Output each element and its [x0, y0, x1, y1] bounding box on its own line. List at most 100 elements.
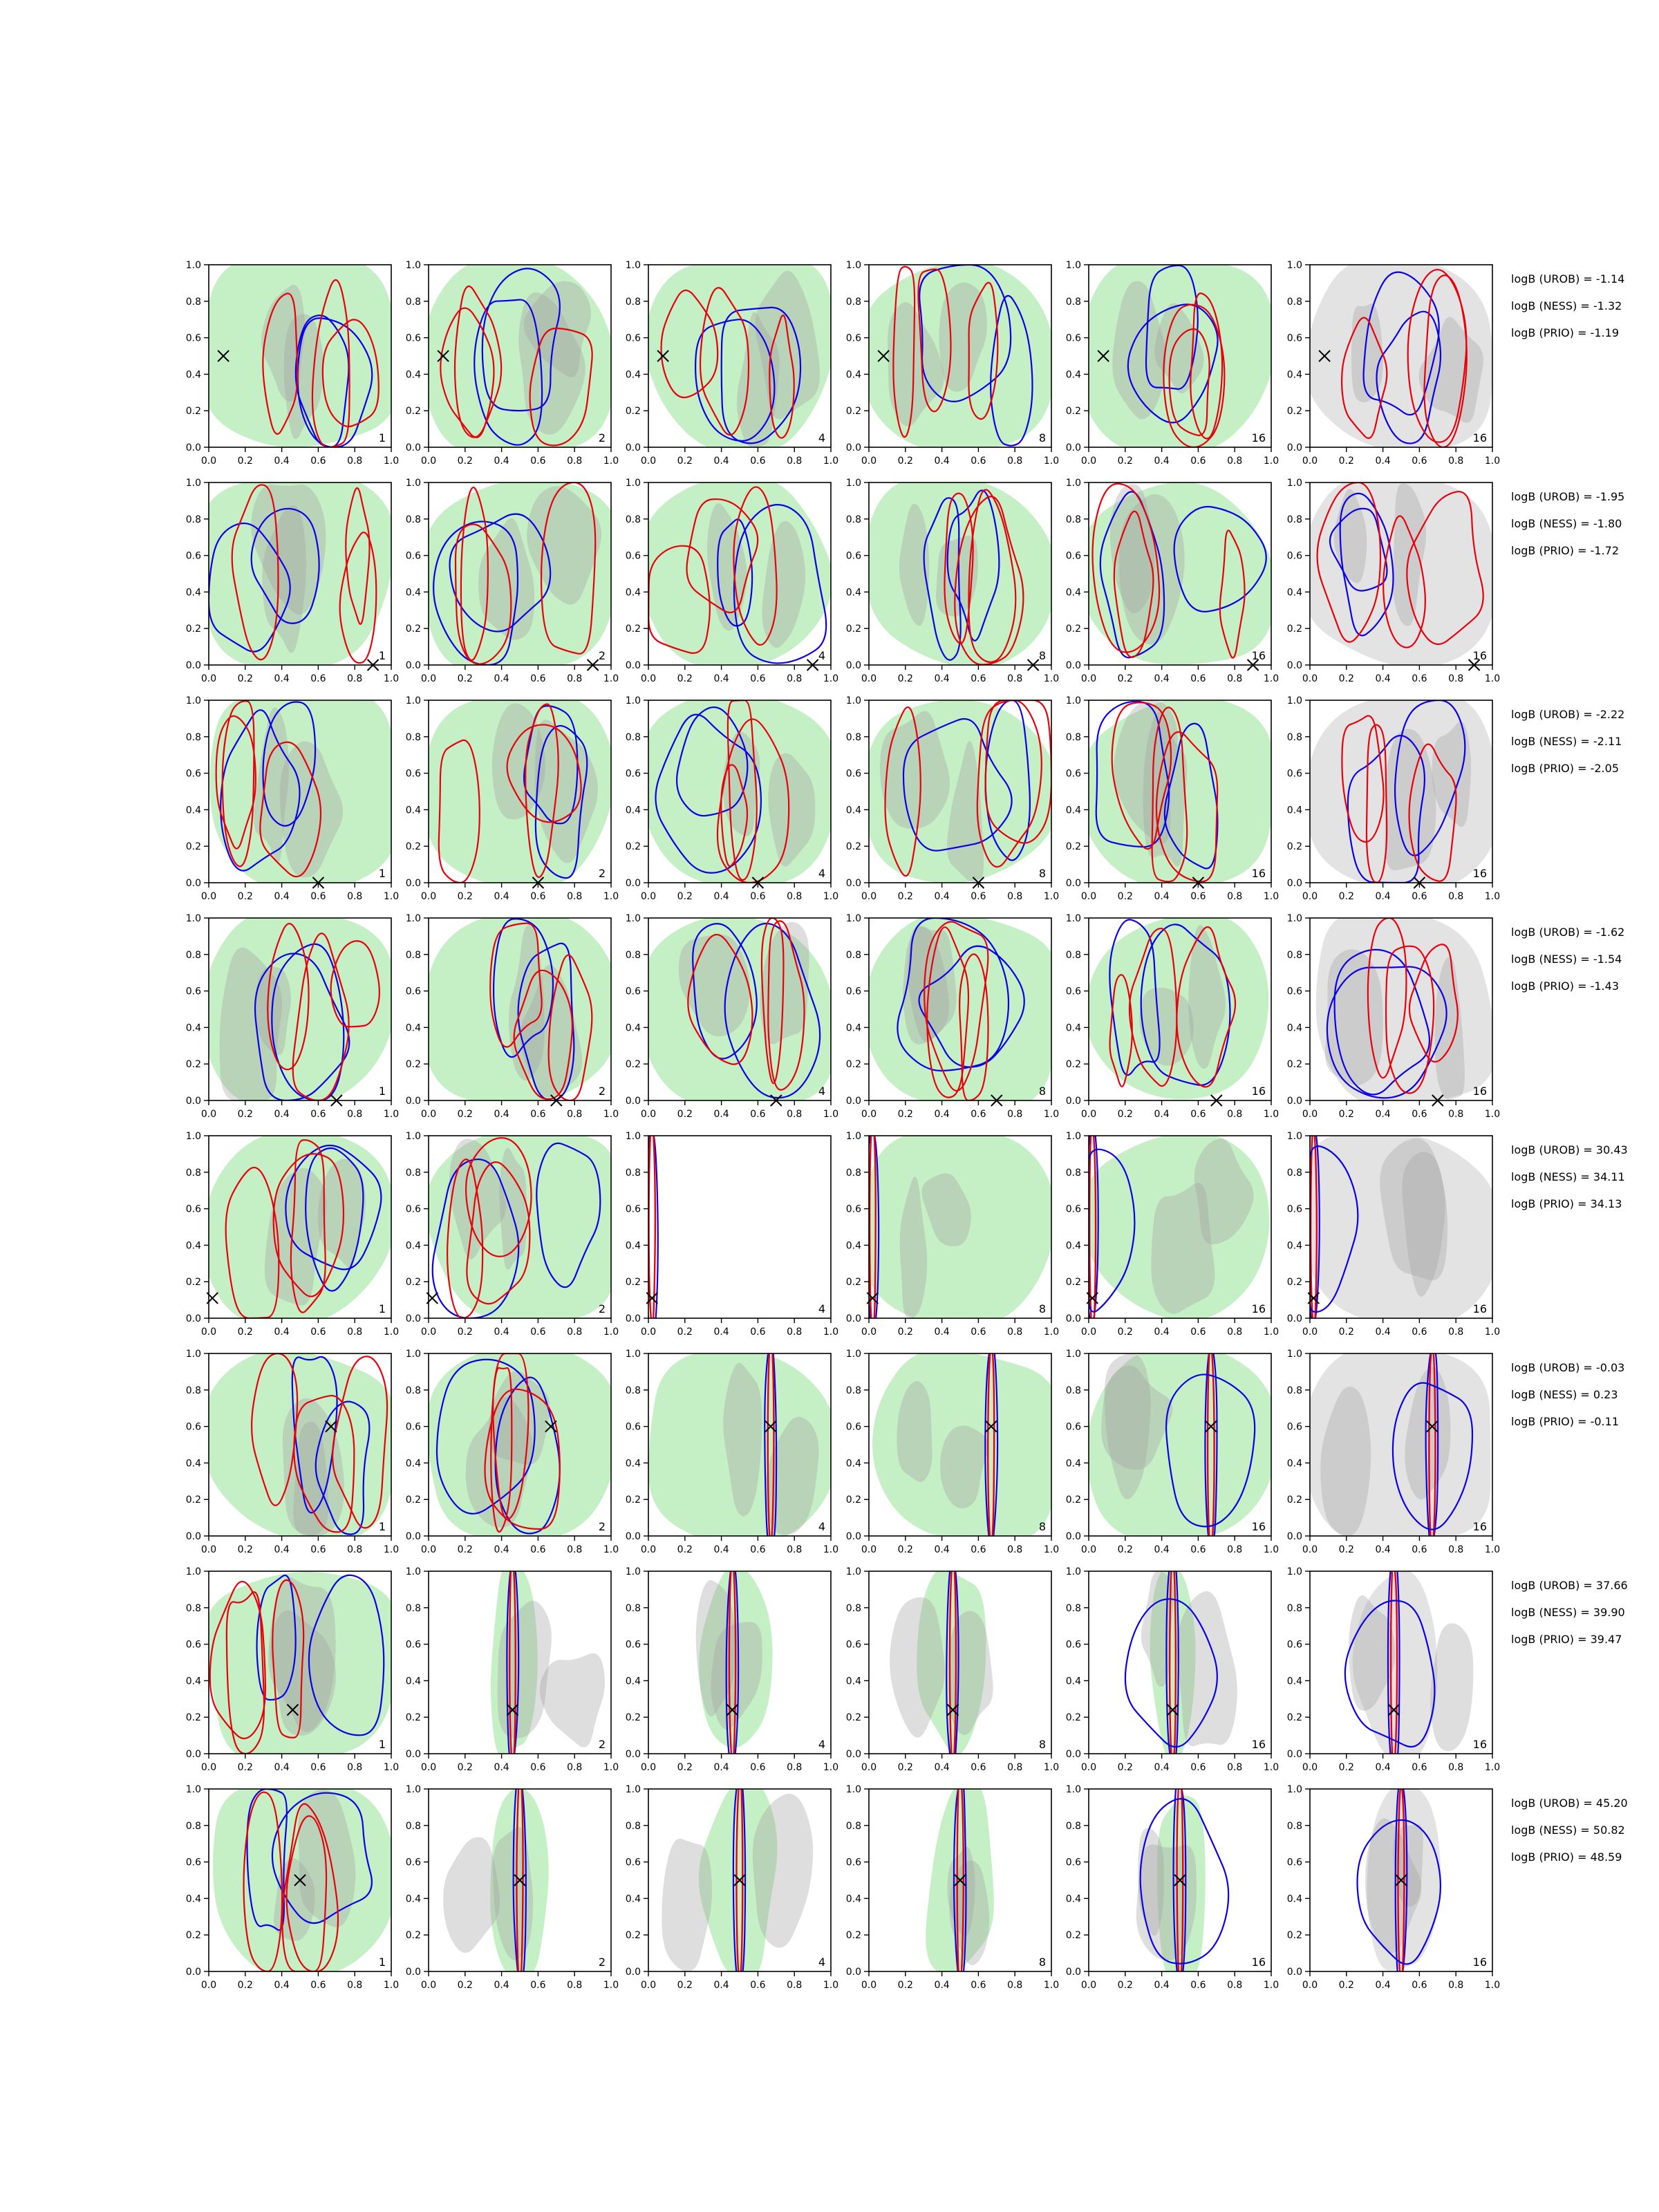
filled-region — [872, 1353, 1051, 1536]
panel-index-label: 16 — [1252, 649, 1266, 662]
plot-frame — [1088, 264, 1272, 448]
panel-r7-c3: 0.0 0.2 0.4 0.6 0.8 1.0 0.0 0.2 0.4 0.6 0.8 1.0 4 — [626, 1566, 838, 1773]
x-tick-label: 0.8 — [347, 1980, 362, 1991]
y-tick-label: 1.0 — [186, 1131, 201, 1142]
x-tick-label: 0.6 — [310, 1327, 326, 1338]
panel-r7-c6: 0.0 0.2 0.4 0.6 0.8 1.0 0.0 0.2 0.4 0.6 0.8 1.0 16 — [1287, 1566, 1500, 1773]
contour-line — [345, 487, 371, 625]
contour-line — [984, 700, 1031, 861]
x-tick-label: 0.8 — [347, 1762, 362, 1773]
x-tick-label: 0.6 — [1412, 1327, 1427, 1338]
y-tick-label: 0.6 — [626, 1640, 641, 1651]
y-tick-label: 1.0 — [186, 260, 201, 271]
y-tick-label: 0.6 — [406, 1422, 421, 1433]
y-tick-label: 0.6 — [1287, 551, 1302, 562]
x-tick-label: 0.6 — [971, 891, 986, 902]
x-tick-label: 0.6 — [1412, 673, 1427, 684]
panel-index-label: 16 — [1252, 1956, 1266, 1969]
y-tick-label: 0.4 — [406, 1458, 421, 1469]
contour-line — [465, 1137, 532, 1257]
contour-line — [1091, 482, 1161, 653]
logb-text: logB (UROB) = -1.14 — [1511, 272, 1624, 285]
contour-line — [946, 489, 1000, 641]
y-tick-label: 0.6 — [846, 1640, 861, 1651]
filled-region — [1089, 482, 1271, 665]
y-tick-label: 1.0 — [846, 478, 861, 489]
contour-line — [990, 294, 1033, 447]
filled-region — [429, 1136, 611, 1318]
x-tick-label: 0.0 — [861, 673, 877, 684]
y-tick-label: 0.8 — [1066, 297, 1081, 308]
y-tick-label: 0.8 — [1066, 1603, 1081, 1614]
filled-region — [443, 1837, 500, 1953]
contour-line — [1151, 706, 1188, 883]
filled-region — [1188, 925, 1226, 1069]
x-tick-label: 0.4 — [494, 1544, 509, 1555]
panel-r6-c5: 0.0 0.2 0.4 0.6 0.8 1.0 0.0 0.2 0.4 0.6 0.8 1.0 16 — [1066, 1349, 1279, 1555]
y-tick-label: 0.2 — [1287, 406, 1302, 417]
contour-line — [902, 718, 1013, 852]
y-tick-label: 1.0 — [186, 1784, 201, 1795]
x-tick-label: 1.0 — [823, 891, 838, 902]
y-tick-label: 0.6 — [1066, 333, 1081, 344]
y-tick-label: 0.6 — [1066, 769, 1081, 780]
x-tick-label: 0.6 — [530, 1109, 545, 1120]
marker-x — [514, 1874, 526, 1886]
y-tick-label: 0.6 — [626, 986, 641, 997]
x-tick-label: 1.0 — [603, 891, 619, 902]
marker-x — [1174, 1874, 1186, 1886]
y-tick-label: 0.0 — [186, 660, 201, 671]
y-tick-label: 0.6 — [846, 769, 861, 780]
logb-text: logB (UROB) = 30.43 — [1511, 1143, 1628, 1156]
y-tick-label: 0.0 — [186, 1967, 201, 1978]
y-tick-label: 0.8 — [626, 514, 641, 525]
x-tick-label: 1.0 — [1044, 673, 1059, 684]
y-tick-label: 0.8 — [186, 950, 201, 961]
y-tick-label: 0.6 — [1066, 1204, 1081, 1215]
y-tick-label: 1.0 — [626, 913, 641, 924]
panel-r2-c1: 0.0 0.2 0.4 0.6 0.8 1.0 0.0 0.2 0.4 0.6 0.8 1.0 1 — [186, 478, 399, 684]
panel-index-label: 1 — [379, 867, 386, 880]
y-tick-label: 1.0 — [846, 1349, 861, 1360]
y-tick-label: 0.0 — [626, 660, 641, 671]
x-tick-label: 0.0 — [1081, 456, 1096, 467]
x-tick-label: 1.0 — [823, 1109, 838, 1120]
y-tick-label: 0.0 — [1287, 1313, 1302, 1324]
contour-line — [1310, 1145, 1359, 1313]
y-tick-label: 1.0 — [406, 1131, 421, 1142]
logb-text: logB (PRIO) = -1.43 — [1511, 980, 1619, 993]
contour-line — [221, 700, 255, 868]
marker-x — [657, 350, 669, 362]
y-tick-label: 0.0 — [406, 442, 421, 453]
y-tick-label: 0.8 — [1287, 732, 1302, 743]
filled-region — [497, 1600, 552, 1738]
panel-index-label: 2 — [599, 1738, 606, 1751]
y-tick-label: 0.6 — [186, 1857, 201, 1868]
contour-line — [431, 1159, 520, 1318]
panel-r5-c6: 0.0 0.2 0.4 0.6 0.8 1.0 0.0 0.2 0.4 0.6 0.8 1.0 16 — [1287, 1131, 1500, 1338]
marker-x — [325, 1420, 337, 1433]
x-tick-label: 0.4 — [494, 456, 509, 467]
y-tick-label: 1.0 — [406, 478, 421, 489]
x-tick-label: 0.2 — [238, 1109, 253, 1120]
x-tick-label: 1.0 — [384, 456, 399, 467]
y-tick-label: 0.6 — [626, 1857, 641, 1868]
contour-line — [1165, 1374, 1256, 1528]
contour-line — [655, 713, 762, 874]
logb-text: logB (NESS) = 50.82 — [1511, 1824, 1625, 1837]
y-tick-label: 0.2 — [186, 1494, 201, 1506]
contour-line — [724, 922, 821, 1099]
logb-text: logB (PRIO) = -2.05 — [1511, 762, 1619, 775]
y-tick-label: 0.6 — [186, 986, 201, 997]
panel-index-label: 16 — [1473, 1085, 1487, 1098]
contour-line — [1089, 1136, 1099, 1318]
filled-region — [209, 1572, 391, 1754]
plot-frame — [428, 700, 612, 883]
y-tick-label: 0.8 — [406, 950, 421, 961]
x-tick-label: 0.0 — [1302, 1327, 1318, 1338]
y-tick-label: 0.6 — [846, 1857, 861, 1868]
plot-frame — [1088, 1788, 1272, 1972]
filled-region — [1112, 281, 1166, 420]
filled-region — [1177, 1591, 1237, 1747]
panel-r1-c5: 0.0 0.2 0.4 0.6 0.8 1.0 0.0 0.2 0.4 0.6 0.8 1.0 16 — [1066, 260, 1279, 467]
